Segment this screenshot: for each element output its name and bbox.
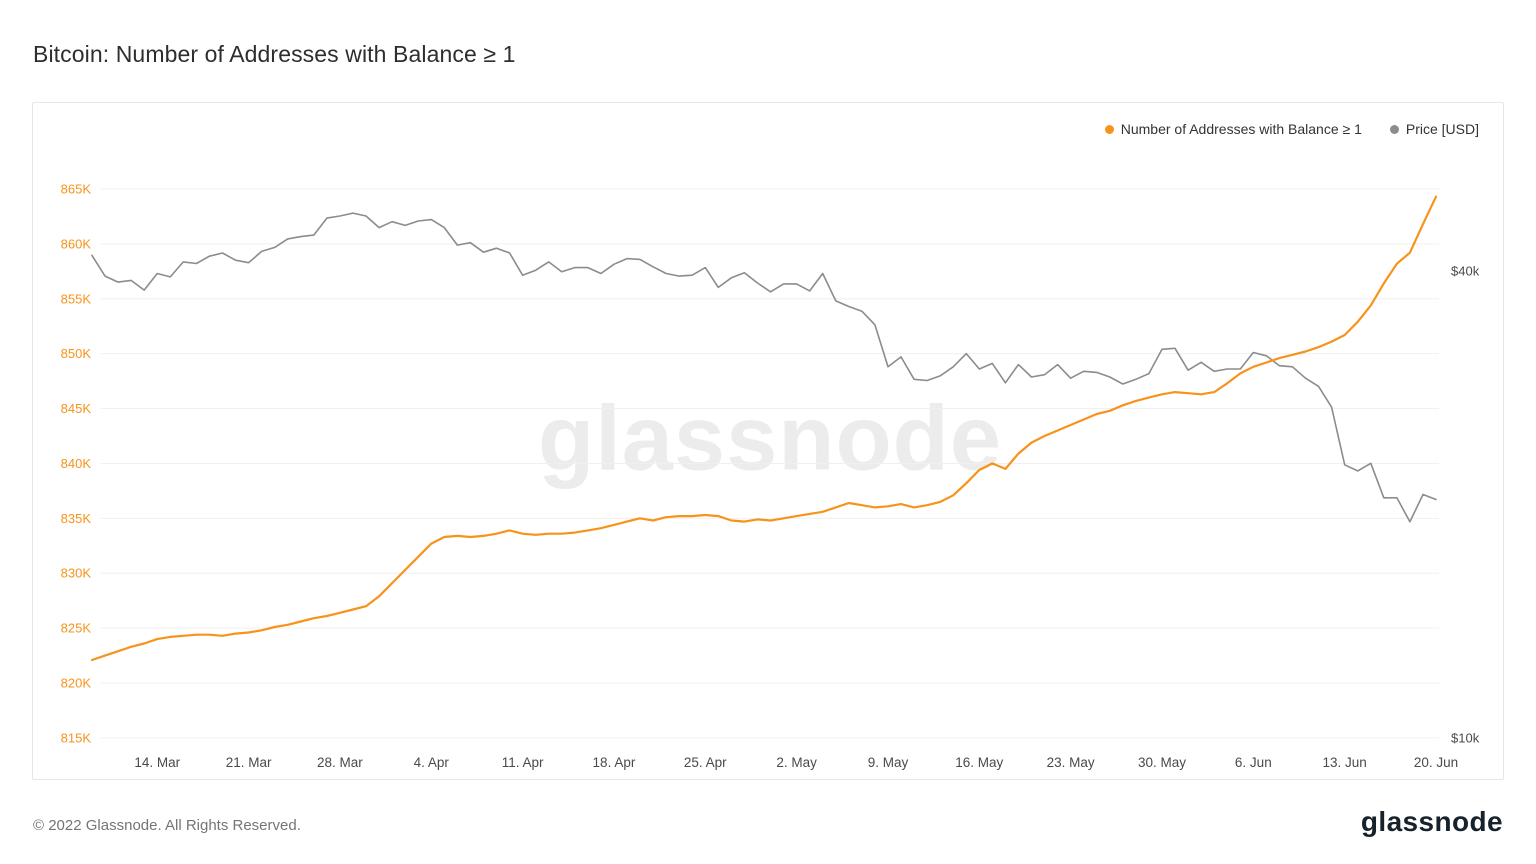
y-axis-left-tick: 840K <box>61 456 92 471</box>
y-axis-left-tick: 865K <box>61 182 92 197</box>
y-axis-left-tick: 825K <box>61 621 92 636</box>
legend-dot-icon <box>1389 124 1399 134</box>
copyright-text: © 2022 Glassnode. All Rights Reserved. <box>33 817 301 834</box>
x-axis-tick: 18. Apr <box>593 755 636 770</box>
x-axis-tick: 16. May <box>955 755 1003 770</box>
x-axis-tick: 21. Mar <box>226 755 272 770</box>
y-axis-left-tick: 815K <box>61 730 92 745</box>
y-axis-left-tick: 845K <box>61 401 92 416</box>
series-line-addresses <box>90 195 1438 662</box>
x-axis-tick: 14. Mar <box>134 755 180 770</box>
y-axis-left-tick: 855K <box>61 291 92 306</box>
x-axis-tick: 4. Apr <box>414 755 450 770</box>
y-axis-left-tick: 830K <box>61 566 92 581</box>
legend-item-price[interactable]: Price [USD] <box>1389 121 1479 137</box>
page-title: Bitcoin: Number of Addresses with Balanc… <box>33 41 516 67</box>
x-axis-tick: 28. Mar <box>317 755 363 770</box>
legend-dot-icon <box>1104 124 1114 134</box>
x-axis-tick: 11. Apr <box>502 755 544 770</box>
x-axis-tick: 25. Apr <box>684 755 727 770</box>
legend-label: Number of Addresses with Balance ≥ 1 <box>1120 121 1362 137</box>
x-axis-tick: 23. May <box>1047 755 1095 770</box>
y-axis-left-tick: 850K <box>61 346 92 361</box>
x-axis-tick: 20. Jun <box>1414 755 1458 770</box>
legend-label: Price [USD] <box>1405 121 1479 137</box>
y-axis-left-tick: 820K <box>61 676 92 691</box>
x-axis-tick: 13. Jun <box>1323 755 1367 770</box>
x-axis-tick: 9. May <box>868 755 909 770</box>
x-axis-tick: 6. Jun <box>1235 755 1272 770</box>
y-axis-left-tick: 860K <box>61 236 92 251</box>
y-axis-right-tick: $10k <box>1451 731 1480 746</box>
glassnode-watermark: glassnode <box>537 387 1003 490</box>
series-line-price <box>91 212 1437 523</box>
glassnode-logo[interactable]: glassnode <box>1360 806 1503 837</box>
legend: Number of Addresses with Balance ≥ 1 Pric… <box>1104 121 1479 137</box>
y-axis-right-tick: $40k <box>1451 264 1480 279</box>
x-axis-tick: 2. May <box>776 755 817 770</box>
legend-item-addresses[interactable]: Number of Addresses with Balance ≥ 1 <box>1104 121 1362 137</box>
y-axis-left-tick: 835K <box>61 511 92 526</box>
x-axis-tick: 30. May <box>1138 755 1186 770</box>
chart-canvas[interactable]: 865K 860K 855K 850K 845K 840K 835K 830K 825K 820K… <box>33 103 1503 779</box>
chart-card: Number of Addresses with Balance ≥ 1 Pric… <box>32 102 1504 780</box>
